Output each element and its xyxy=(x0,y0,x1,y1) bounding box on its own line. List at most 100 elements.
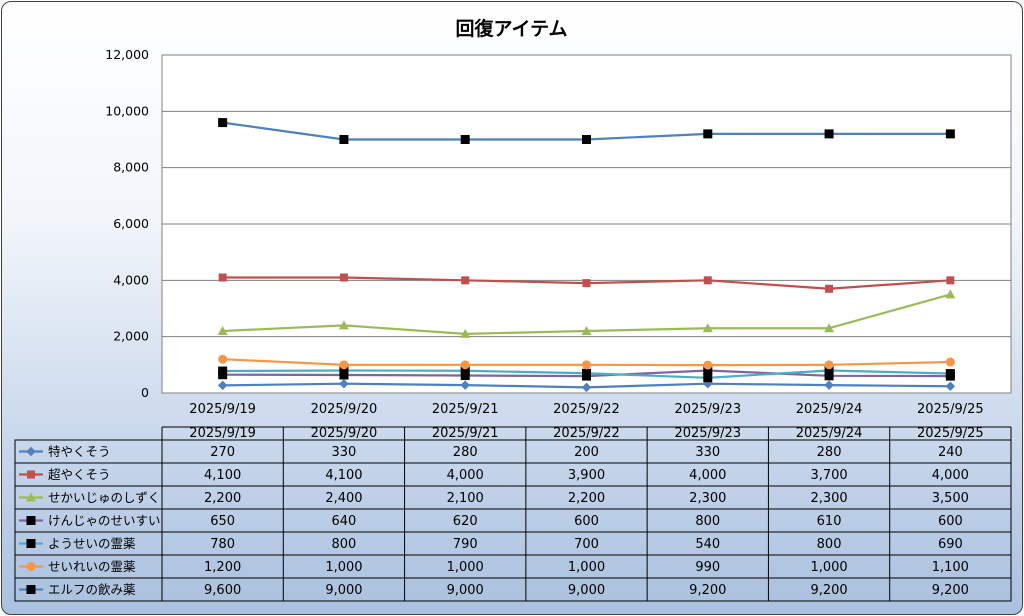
x-tick-label: 2025/9/19 xyxy=(189,402,256,417)
data-point xyxy=(26,539,36,548)
y-tick-label: 12,000 xyxy=(105,47,149,62)
table-cell: 700 xyxy=(574,537,599,552)
legend-label: エルフの飲み薬 xyxy=(48,582,136,597)
data-point xyxy=(581,382,592,393)
legend-label: 特やくそう xyxy=(48,444,111,459)
data-point xyxy=(27,470,35,479)
table-cell: 1,000 xyxy=(325,560,362,575)
data-point xyxy=(339,273,348,282)
data-point xyxy=(824,380,834,390)
table-cell: 9,200 xyxy=(932,583,969,598)
data-point xyxy=(218,273,227,282)
data-point xyxy=(945,129,955,139)
data-point xyxy=(825,284,834,293)
table-cell: 270 xyxy=(210,445,235,460)
table-cell: 3,500 xyxy=(932,491,969,506)
legend-label: けんじゃのせいすい xyxy=(48,513,161,528)
legend-label: ようせいの霊薬 xyxy=(48,536,136,551)
table-cell: 600 xyxy=(574,514,599,529)
y-tick-label: 8,000 xyxy=(113,160,149,175)
y-tick-label: 4,000 xyxy=(113,272,149,287)
table-header-label: 2025/9/22 xyxy=(553,426,620,441)
data-point xyxy=(582,135,591,144)
data-point xyxy=(26,492,36,502)
data-point xyxy=(824,360,834,370)
table-cell: 1,000 xyxy=(568,560,605,575)
data-point xyxy=(338,320,349,330)
data-point xyxy=(217,326,228,336)
data-point xyxy=(217,380,228,391)
x-tick-label: 2025/9/25 xyxy=(917,402,984,417)
table-cell: 1,100 xyxy=(932,560,969,575)
table-cell: 690 xyxy=(938,537,963,552)
data-point xyxy=(339,378,349,389)
table-cell: 280 xyxy=(453,445,478,460)
table-cell: 330 xyxy=(332,445,357,460)
table-cell: 4,000 xyxy=(689,468,726,483)
y-tick-label: 2,000 xyxy=(113,329,149,344)
table-cell: 1,000 xyxy=(810,560,847,575)
data-point xyxy=(218,366,228,376)
table-cell: 330 xyxy=(695,445,720,460)
data-point xyxy=(703,276,712,285)
data-point xyxy=(703,360,713,370)
data-point xyxy=(582,360,591,370)
data-table xyxy=(14,439,1012,602)
x-tick-label: 2025/9/20 xyxy=(311,402,378,417)
table-cell: 2,400 xyxy=(325,491,362,506)
table-cell: 4,000 xyxy=(447,468,484,483)
y-tick-label: 6,000 xyxy=(113,216,149,231)
table-cell: 610 xyxy=(817,514,842,529)
data-point xyxy=(26,585,36,594)
legend-label: 超やくそう xyxy=(48,467,111,482)
table-cell: 9,000 xyxy=(325,583,362,598)
table-cell: 540 xyxy=(695,537,720,552)
x-tick-label: 2025/9/22 xyxy=(553,402,620,417)
data-point xyxy=(460,371,470,381)
data-point xyxy=(946,276,955,285)
data-point xyxy=(460,135,470,144)
table-cell: 2,200 xyxy=(204,491,241,506)
table-cell: 2,300 xyxy=(810,491,847,506)
table-cell: 2,300 xyxy=(689,491,726,506)
data-point xyxy=(945,381,956,391)
table-cell: 790 xyxy=(453,537,478,552)
table-cell: 280 xyxy=(817,445,842,460)
data-point xyxy=(824,323,835,333)
table-header-label: 2025/9/24 xyxy=(796,426,863,441)
table-cell: 650 xyxy=(210,514,235,529)
chart-title: 回復アイテム xyxy=(455,17,567,40)
data-point xyxy=(339,365,349,375)
data-point xyxy=(945,357,955,367)
data-point xyxy=(703,129,713,139)
data-point xyxy=(703,373,713,383)
data-point xyxy=(26,446,36,457)
legend-label: せかいじゅのしずく xyxy=(48,490,160,505)
data-point xyxy=(702,323,713,333)
table-cell: 780 xyxy=(210,537,235,552)
table-header-label: 2025/9/20 xyxy=(311,426,378,441)
data-point xyxy=(26,516,36,525)
table-cell: 620 xyxy=(453,514,478,529)
table-header-label: 2025/9/21 xyxy=(432,426,499,441)
data-point xyxy=(945,369,955,379)
data-point xyxy=(460,360,470,370)
data-point xyxy=(218,118,228,128)
table-cell: 600 xyxy=(938,514,963,529)
table-header-label: 2025/9/19 xyxy=(189,426,256,441)
data-point xyxy=(339,135,349,144)
table-cell: 4,000 xyxy=(932,468,969,483)
table-cell: 1,200 xyxy=(204,560,241,575)
table-cell: 9,000 xyxy=(568,583,605,598)
table-header-label: 2025/9/23 xyxy=(674,426,741,441)
table-cell: 800 xyxy=(817,537,842,552)
table-cell: 640 xyxy=(332,514,357,529)
data-point xyxy=(703,365,713,375)
data-point xyxy=(339,370,349,380)
y-tick-label: 10,000 xyxy=(105,103,149,118)
table-cell: 3,900 xyxy=(568,468,605,483)
x-tick-label: 2025/9/21 xyxy=(432,402,499,417)
data-point xyxy=(339,360,349,370)
data-point xyxy=(581,326,592,336)
